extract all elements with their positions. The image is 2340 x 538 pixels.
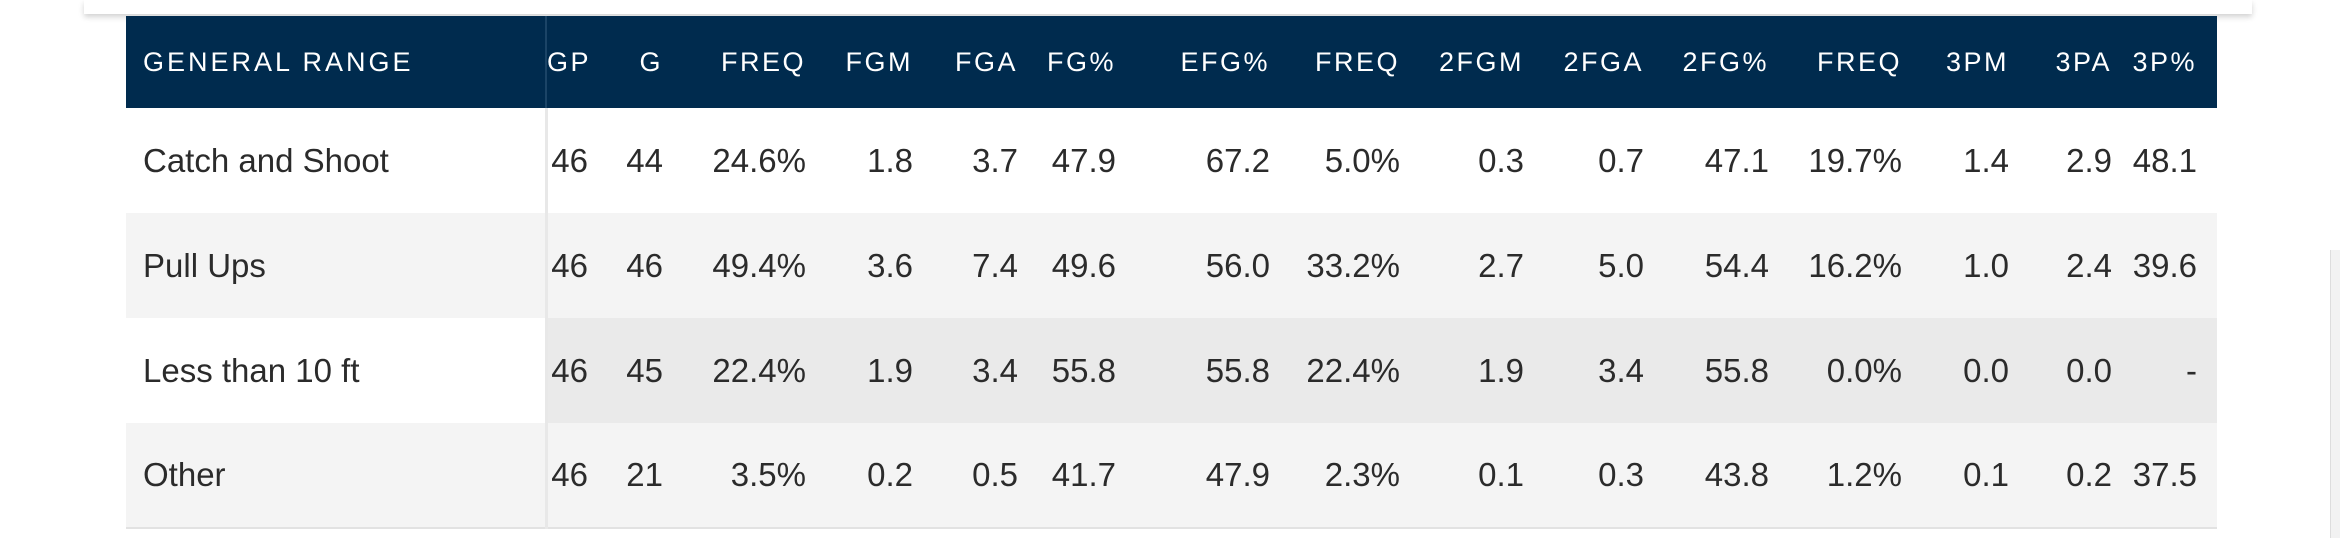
cell-2fgm: 1.9 — [1420, 318, 1544, 423]
cell-efg-pct: 56.0 — [1136, 213, 1290, 318]
cell-fg-pct: 55.8 — [1038, 318, 1136, 423]
row-label: Catch and Shoot — [126, 108, 548, 213]
cell-fgm: 0.2 — [826, 423, 933, 529]
cell-3p-freq: 0.0% — [1789, 318, 1922, 423]
cell-efg-pct: 67.2 — [1136, 108, 1290, 213]
column-header-3pm[interactable]: 3PM — [1945, 46, 2009, 77]
column-header-freq[interactable]: FREQ — [720, 46, 806, 77]
cell-2fgm: 0.1 — [1420, 423, 1544, 529]
cell-g: 44 — [608, 108, 683, 213]
cell-g: 45 — [608, 318, 683, 423]
column-header-fgm[interactable]: FGM — [845, 46, 913, 77]
cell-2fg-pct: 47.1 — [1664, 108, 1789, 213]
column-header-g[interactable]: G — [639, 46, 663, 77]
cell-fg-pct: 49.6 — [1038, 213, 1136, 318]
cell-3pm: 1.0 — [1922, 213, 2029, 318]
cell-fga: 3.7 — [933, 108, 1038, 213]
cell-3p-freq: 1.2% — [1789, 423, 1922, 529]
shooting-stats-table-container: GENERAL RANGE GP G FREQ FGM FGA FG% EFG%… — [126, 16, 2217, 529]
cell-3p-pct: 39.6 — [2132, 213, 2217, 318]
cell-2fgm: 0.3 — [1420, 108, 1544, 213]
cell-freq: 3.5% — [683, 423, 826, 529]
cell-freq: 24.6% — [683, 108, 826, 213]
cell-2fg-freq: 22.4% — [1290, 318, 1420, 423]
column-header-2fga[interactable]: 2FGA — [1563, 46, 1644, 77]
cell-3pm: 0.1 — [1922, 423, 2029, 529]
cell-fga: 0.5 — [933, 423, 1038, 529]
cell-gp: 46 — [546, 108, 608, 213]
column-header-fg-pct[interactable]: FG% — [1046, 46, 1116, 77]
cell-2fgm: 2.7 — [1420, 213, 1544, 318]
cell-2fga: 0.7 — [1544, 108, 1664, 213]
column-header-2fg-pct[interactable]: 2FG% — [1682, 46, 1769, 77]
cell-g: 21 — [608, 423, 683, 529]
cell-3p-pct: 48.1 — [2132, 108, 2217, 213]
cell-fg-pct: 41.7 — [1038, 423, 1136, 529]
cell-2fga: 3.4 — [1544, 318, 1664, 423]
cell-gp: 46 — [546, 423, 608, 529]
cell-3pm: 0.0 — [1922, 318, 2029, 423]
column-header-2fg-freq[interactable]: FREQ — [1314, 46, 1400, 77]
table-row: Pull Ups 46 46 49.4% 3.6 7.4 49.6 56.0 3… — [126, 213, 2217, 318]
cell-3pa: 0.0 — [2029, 318, 2132, 423]
row-label: Other — [126, 423, 548, 529]
column-header-3p-freq[interactable]: FREQ — [1816, 46, 1902, 77]
cell-fga: 3.4 — [933, 318, 1038, 423]
cell-fgm: 1.9 — [826, 318, 933, 423]
column-header-2fgm[interactable]: 2FGM — [1438, 46, 1524, 77]
cell-2fga: 5.0 — [1544, 213, 1664, 318]
cell-2fg-pct: 43.8 — [1664, 423, 1789, 529]
column-header-general-range[interactable]: GENERAL RANGE — [143, 46, 414, 77]
cell-2fg-pct: 54.4 — [1664, 213, 1789, 318]
cell-freq: 49.4% — [683, 213, 826, 318]
cell-fgm: 3.6 — [826, 213, 933, 318]
cell-fga: 7.4 — [933, 213, 1038, 318]
cell-fgm: 1.8 — [826, 108, 933, 213]
cell-3pa: 0.2 — [2029, 423, 2132, 529]
table-header-row: GENERAL RANGE GP G FREQ FGM FGA FG% EFG%… — [126, 16, 2217, 108]
cell-2fg-freq: 2.3% — [1290, 423, 1420, 529]
cell-3p-freq: 19.7% — [1789, 108, 1922, 213]
cell-freq: 22.4% — [683, 318, 826, 423]
column-header-fga[interactable]: FGA — [954, 46, 1018, 77]
cell-3pa: 2.4 — [2029, 213, 2132, 318]
table-row: Catch and Shoot 46 44 24.6% 1.8 3.7 47.9… — [126, 108, 2217, 213]
table-row: Other 46 21 3.5% 0.2 0.5 41.7 47.9 2.3% … — [126, 423, 2217, 529]
column-header-3pa[interactable]: 3PA — [2055, 46, 2112, 77]
row-label: Less than 10 ft — [126, 318, 548, 423]
general-range-table: GENERAL RANGE GP G FREQ FGM FGA FG% EFG%… — [126, 16, 2217, 529]
cell-3p-freq: 16.2% — [1789, 213, 1922, 318]
cell-2fg-freq: 33.2% — [1290, 213, 1420, 318]
cell-3p-pct: - — [2132, 318, 2217, 423]
cell-2fg-freq: 5.0% — [1290, 108, 1420, 213]
column-header-3p-pct[interactable]: 3P% — [2132, 46, 2197, 77]
cell-3p-pct: 37.5 — [2132, 423, 2217, 529]
column-header-gp[interactable]: GP — [545, 16, 608, 108]
cell-3pm: 1.4 — [1922, 108, 2029, 213]
page-scrollbar[interactable] — [2330, 250, 2340, 538]
cell-gp: 46 — [546, 318, 608, 423]
cell-2fga: 0.3 — [1544, 423, 1664, 529]
cell-3pa: 2.9 — [2029, 108, 2132, 213]
cell-g: 46 — [608, 213, 683, 318]
row-label: Pull Ups — [126, 213, 548, 318]
table-row: Less than 10 ft 46 45 22.4% 1.9 3.4 55.8… — [126, 318, 2217, 423]
cell-fg-pct: 47.9 — [1038, 108, 1136, 213]
cell-gp: 46 — [546, 213, 608, 318]
top-panel-edge — [84, 0, 2252, 14]
column-header-efg-pct[interactable]: EFG% — [1180, 46, 1270, 77]
cell-2fg-pct: 55.8 — [1664, 318, 1789, 423]
cell-efg-pct: 47.9 — [1136, 423, 1290, 529]
cell-efg-pct: 55.8 — [1136, 318, 1290, 423]
